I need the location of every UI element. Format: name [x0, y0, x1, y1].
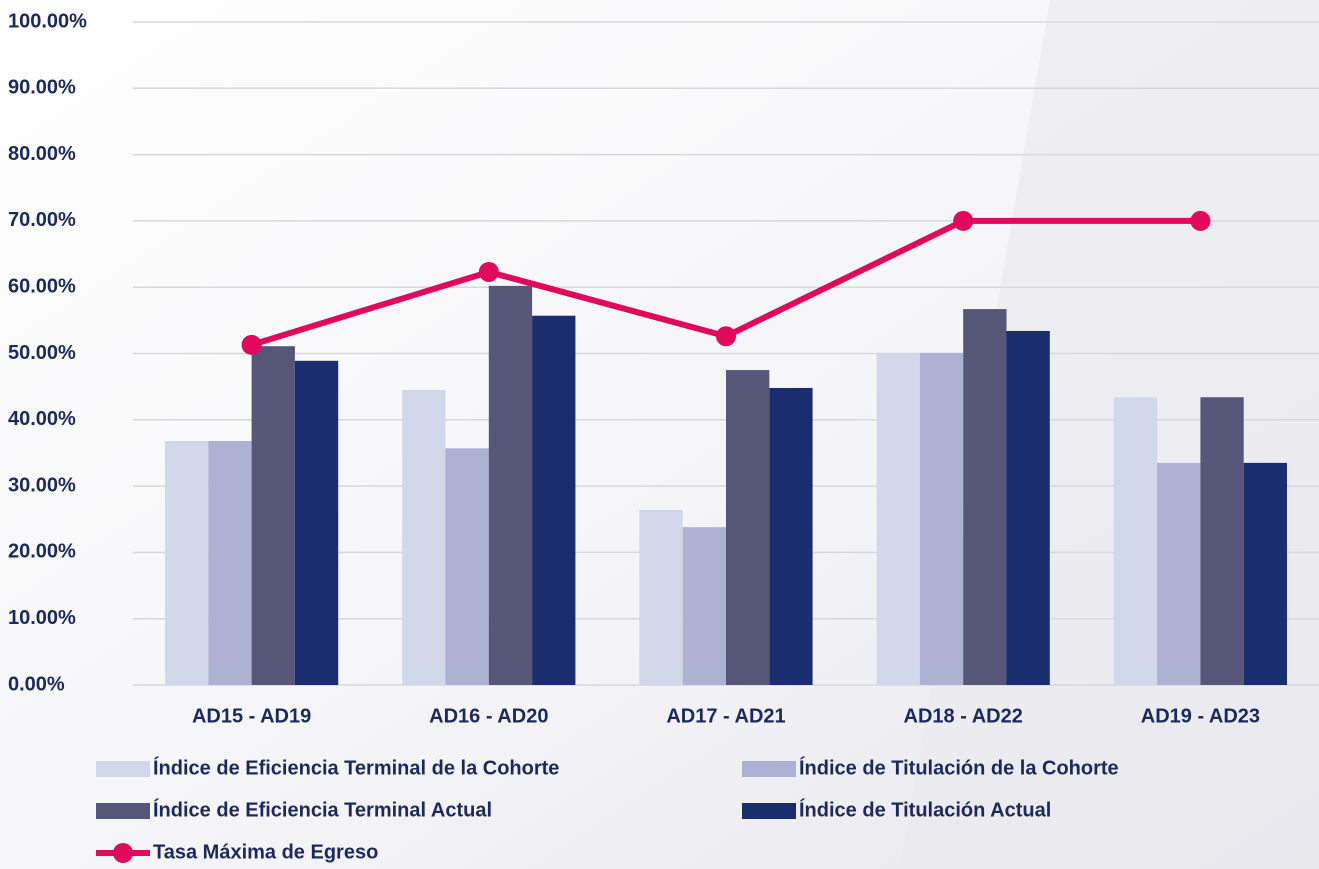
bar: [876, 352, 920, 685]
line-point: [953, 210, 974, 231]
y-tick-label: 20.00%: [8, 541, 76, 563]
legend-label: Índice de Titulación Actual: [799, 798, 1051, 821]
legend-swatch: [742, 761, 796, 777]
x-tick-label: AD19 - AD23: [1141, 705, 1260, 727]
bar: [402, 389, 446, 685]
bar: [963, 309, 1007, 685]
line-point: [241, 334, 262, 355]
legend-swatch: [96, 761, 150, 777]
legend-label: Tasa Máxima de Egreso: [153, 841, 378, 863]
bar: [294, 360, 339, 685]
y-tick-label: 0.00%: [8, 673, 65, 695]
line-point: [716, 326, 736, 347]
x-tick-label: AD15 - AD19: [192, 705, 311, 727]
bar: [532, 315, 576, 685]
line-point: [478, 261, 499, 282]
legend-label: Índice de Eficiencia Terminal Actual: [153, 798, 492, 821]
bar: [682, 527, 726, 685]
y-tick-label: 30.00%: [8, 474, 76, 496]
bar: [488, 285, 533, 685]
legend-swatch: [113, 843, 133, 863]
bar: [165, 441, 209, 685]
legend-swatch: [742, 803, 796, 819]
y-tick-label: 80.00%: [8, 143, 76, 165]
y-tick-label: 70.00%: [8, 209, 76, 231]
bar: [1113, 397, 1158, 685]
legend-swatch: [96, 803, 150, 819]
bar: [1006, 330, 1050, 685]
bar: [445, 448, 489, 685]
y-tick-label: 50.00%: [8, 342, 76, 364]
y-tick-label: 10.00%: [8, 607, 76, 629]
bar: [1243, 462, 1287, 685]
x-tick-label: AD17 - AD21: [666, 705, 785, 727]
bar: [251, 346, 295, 685]
y-tick-label: 100.00%: [8, 10, 87, 32]
bar: [769, 387, 813, 685]
bar: [919, 352, 964, 685]
x-tick-label: AD16 - AD20: [429, 705, 548, 727]
line-point: [1190, 210, 1211, 231]
bar: [1200, 397, 1244, 685]
bar: [208, 441, 252, 685]
y-tick-label: 60.00%: [8, 275, 76, 297]
x-tick-label: AD18 - AD22: [904, 705, 1023, 727]
y-tick-label: 90.00%: [8, 77, 76, 99]
bar: [726, 370, 770, 685]
bar: [639, 509, 683, 685]
legend-label: Índice de Titulación de la Cohorte: [799, 756, 1119, 779]
bar: [1157, 462, 1201, 685]
legend-label: Índice de Eficiencia Terminal de la Coho…: [153, 756, 559, 779]
y-tick-label: 40.00%: [8, 408, 76, 430]
